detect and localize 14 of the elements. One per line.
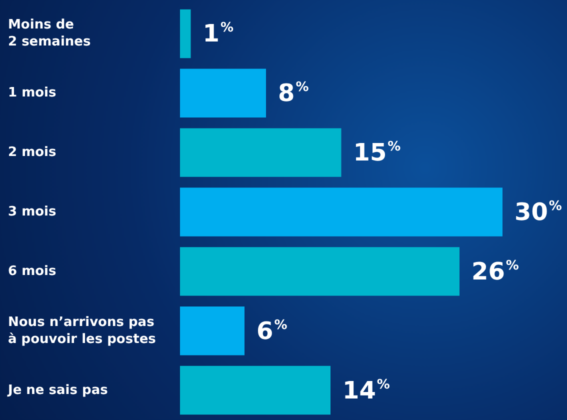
data-label: 6%	[256, 316, 288, 345]
data-label: 14%	[342, 376, 390, 404]
y-tick-label: Je ne sais pas	[7, 382, 108, 398]
y-tick-label: Moins de 2 semaines	[8, 18, 91, 50]
data-label: 8%	[278, 79, 309, 108]
data-label: 15%	[353, 138, 401, 167]
data-label: 1%	[202, 20, 234, 48]
data-label: 30%	[514, 198, 562, 226]
y-tick-label: Nous n’arrivons pas à pouvoir les postes	[8, 314, 156, 347]
y-tick-label: 1 mois	[8, 86, 57, 101]
y-tick-label: 2 mois	[8, 145, 57, 160]
y-tick-label: 3 mois	[8, 204, 57, 220]
y-tick-label: 6 mois	[8, 264, 57, 279]
data-label: 26%	[472, 257, 519, 286]
